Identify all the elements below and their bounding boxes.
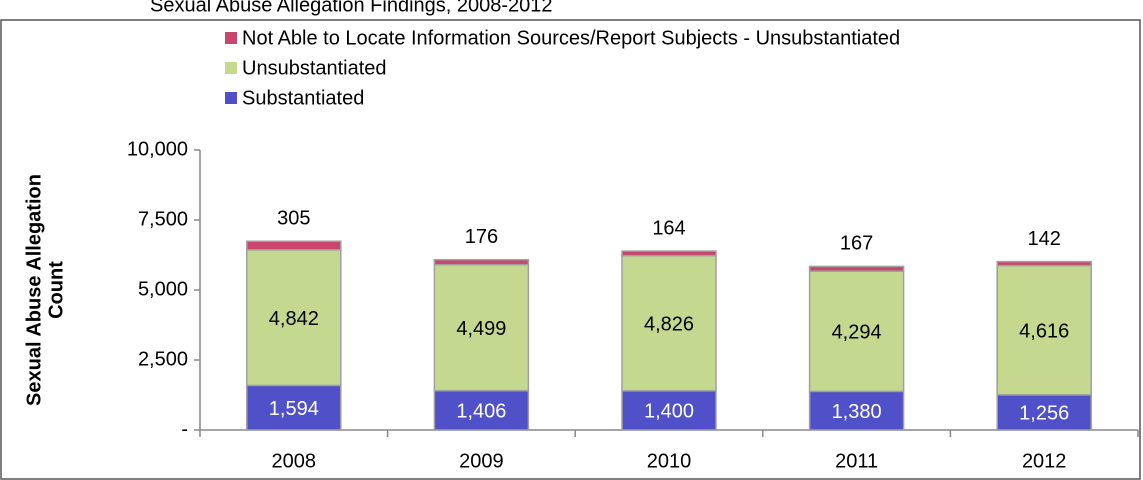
data-label: 176: [465, 226, 498, 248]
data-label: 167: [840, 233, 873, 255]
y-tick-label: 10,000: [127, 138, 188, 160]
bar-segment: [433, 263, 530, 392]
bar-segment: [433, 258, 530, 266]
y-tick-label: 2,500: [138, 348, 188, 370]
data-label: 4,616: [1019, 320, 1069, 342]
data-label: 142: [1028, 228, 1061, 250]
legend-swatch: [225, 32, 237, 44]
legend-swatch: [225, 62, 237, 74]
x-tick-label: 2012: [1022, 450, 1067, 472]
legend-swatch: [225, 92, 237, 104]
bar-segment: [621, 254, 717, 392]
legend-label: Unsubstantiated: [242, 57, 387, 79]
bar-segment: [808, 270, 905, 393]
legend-label: Not Able to Locate Information Sources/R…: [242, 27, 900, 49]
y-label-line: Count: [45, 261, 67, 319]
y-tick-label: 5,000: [138, 278, 188, 300]
x-tick-label: 2009: [459, 450, 504, 472]
data-label: 4,826: [644, 314, 694, 336]
x-tick-label: 2011: [835, 450, 878, 472]
bar-segment: [621, 250, 717, 257]
data-label: 1,380: [832, 401, 882, 423]
data-label: 1,594: [269, 398, 319, 420]
data-label: 1,406: [456, 401, 506, 423]
y-tick-label: 7,500: [138, 208, 188, 230]
y-tick-label: -: [181, 418, 188, 440]
legend-label: Substantiated: [242, 87, 364, 109]
data-label: 4,842: [269, 308, 319, 330]
bar-segment: [246, 384, 342, 431]
bar-segment: [808, 390, 905, 431]
bar-segment: [621, 390, 717, 431]
bar-segment: [433, 389, 530, 431]
data-label: 4,294: [832, 322, 882, 344]
data-label: 1,256: [1019, 403, 1069, 425]
chart-frame: [0, 19, 1141, 480]
bar-segment: [246, 240, 342, 251]
bar-segment: [808, 265, 905, 272]
bar-segment: [996, 264, 1092, 396]
data-label: 4,499: [456, 318, 506, 340]
data-label: 305: [277, 208, 310, 230]
x-tick-label: 2008: [272, 450, 317, 472]
x-tick-label: 2010: [647, 450, 692, 472]
y-axis-label: Sexual Abuse Allegation Count: [23, 174, 67, 406]
bar-segment: [246, 249, 342, 387]
chart-title: Sexual Abuse Allegation Findings, 2008-2…: [150, 0, 553, 16]
bar-segment: [996, 260, 1092, 267]
bar-segment: [996, 394, 1092, 431]
y-label-line: Sexual Abuse Allegation: [23, 174, 45, 406]
data-label: 164: [652, 217, 685, 239]
data-label: 1,400: [644, 401, 694, 423]
